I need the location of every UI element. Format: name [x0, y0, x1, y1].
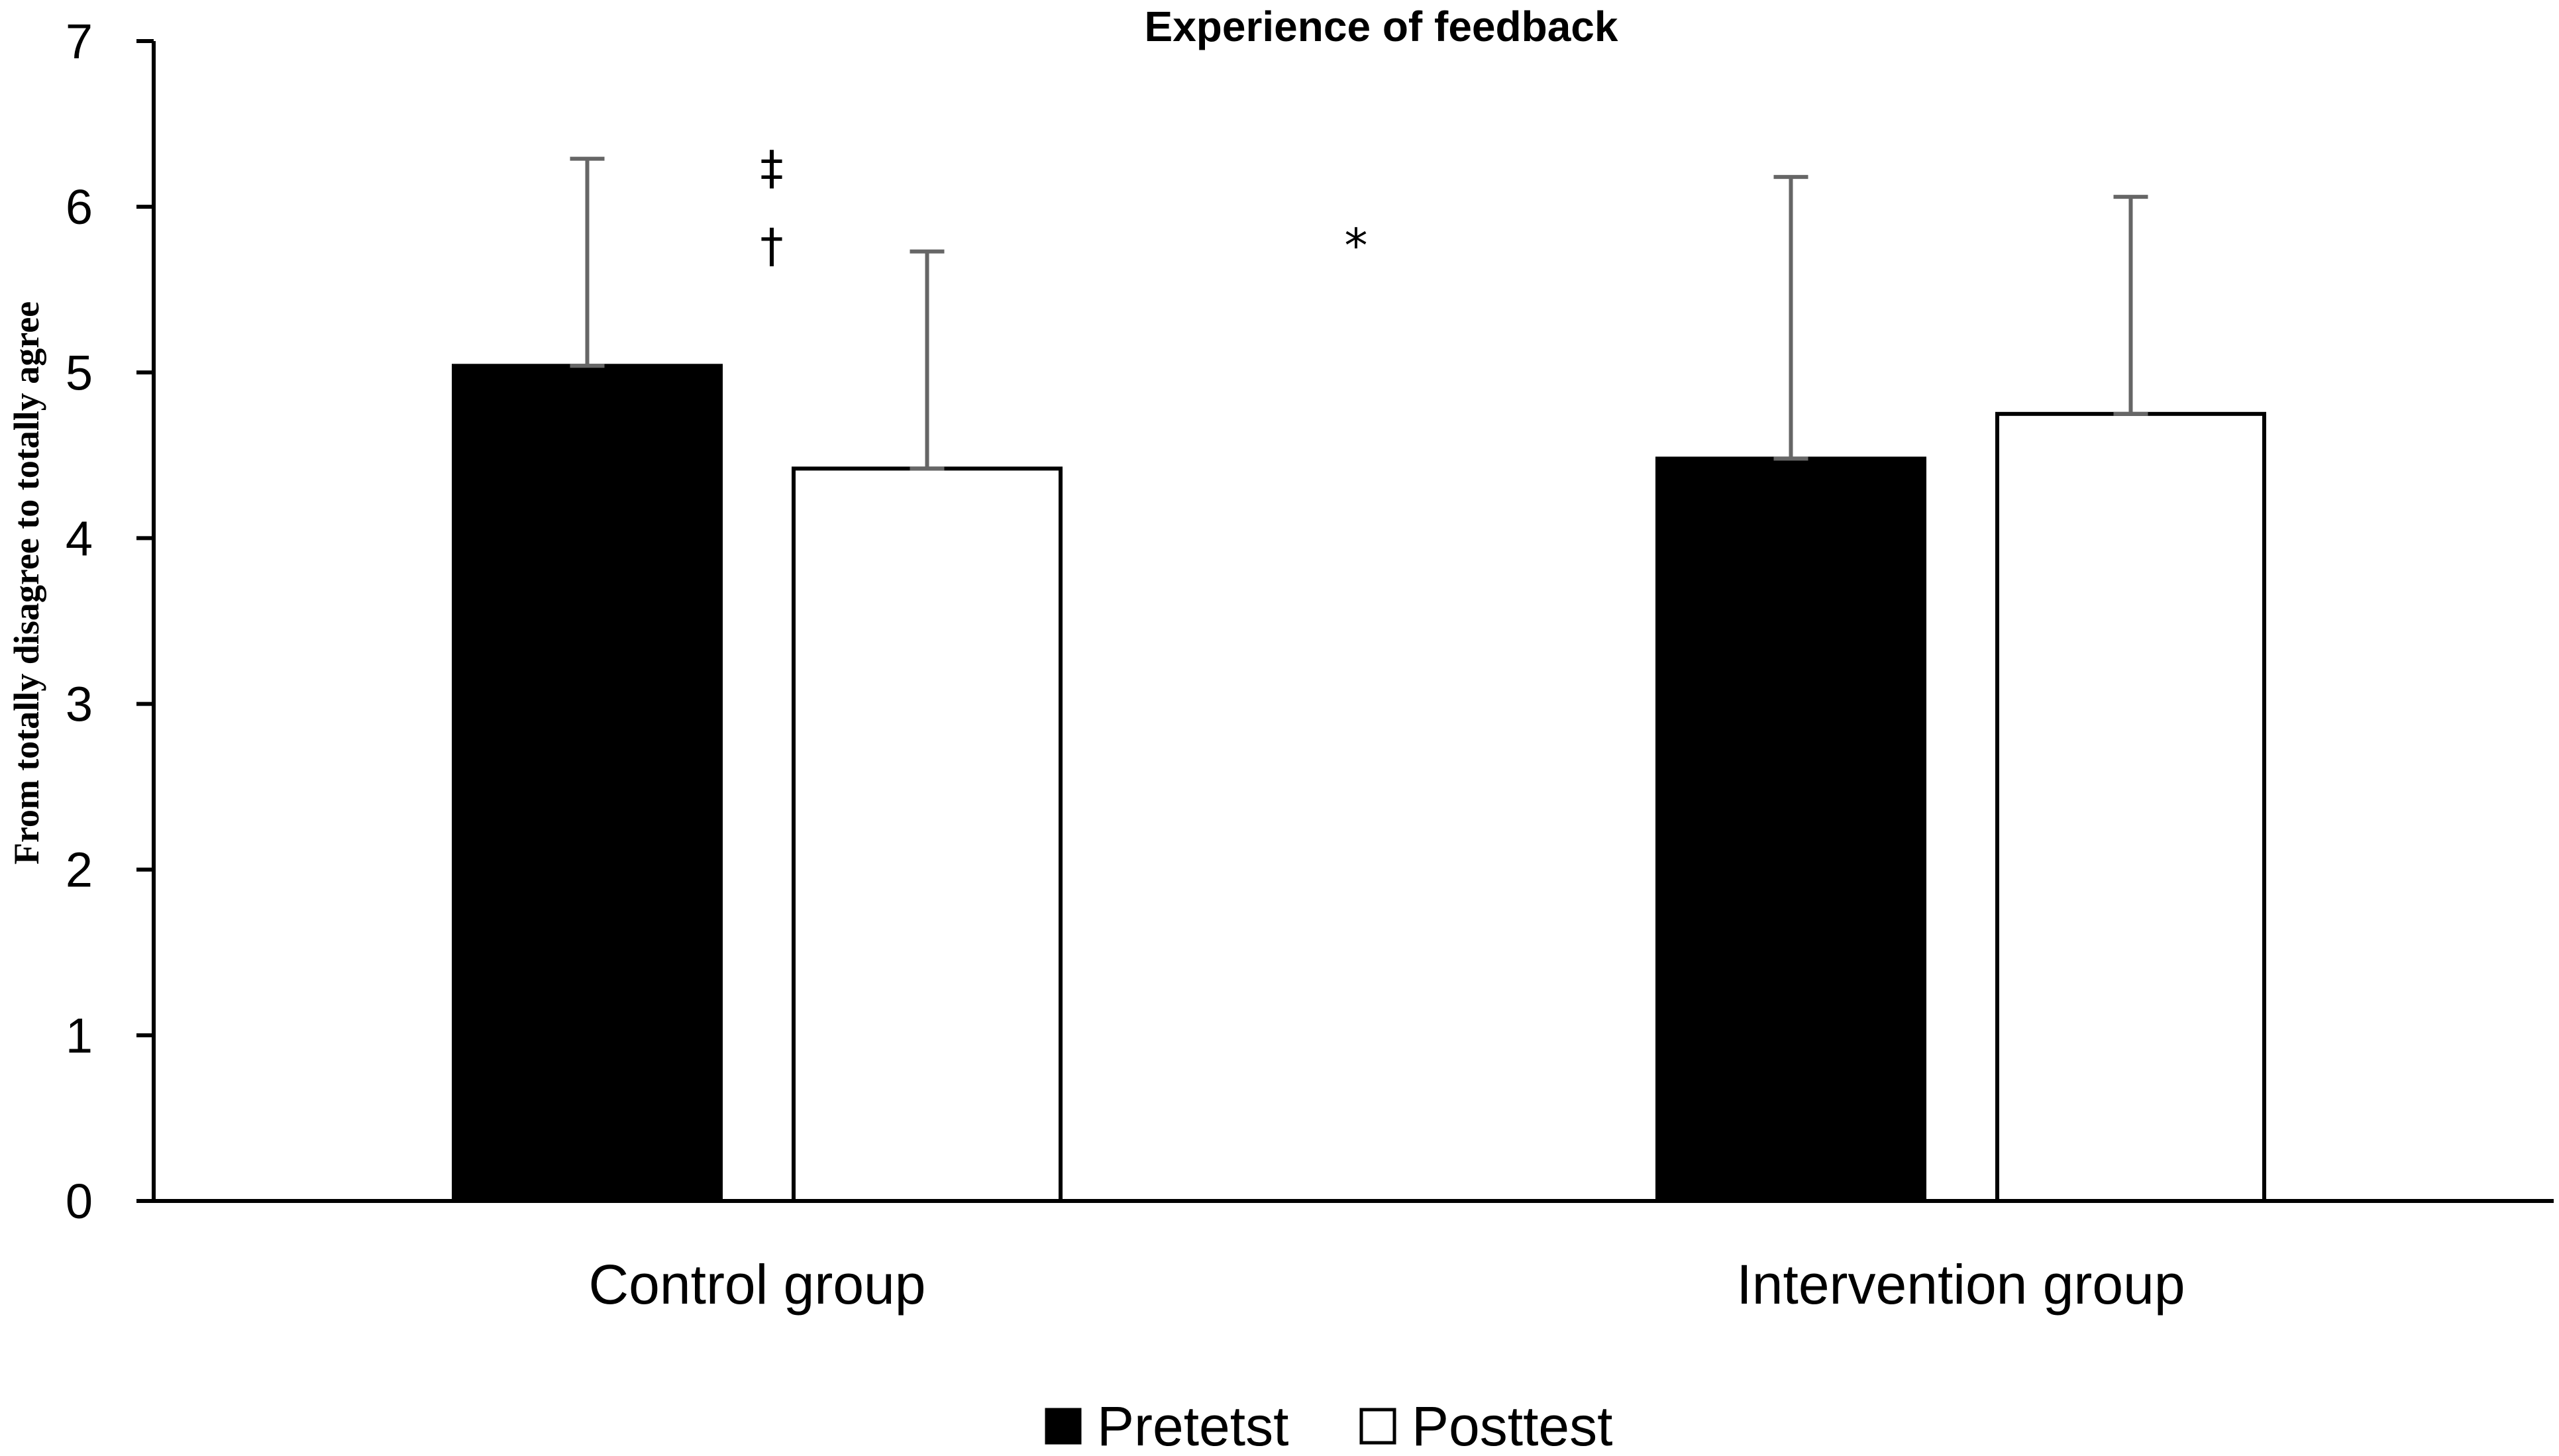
y-tick-label: 1	[66, 1008, 93, 1063]
chart-title: Experience of feedback	[1145, 3, 1618, 50]
bar-posttest-intervention	[1995, 411, 2266, 1203]
significance-marker: †	[760, 219, 784, 273]
legend-swatch-pretest	[1045, 1408, 1082, 1445]
legend-label: Posttest	[1412, 1395, 1612, 1456]
error-bars-layer	[570, 156, 2148, 471]
y-tick-label: 2	[66, 843, 93, 898]
y-tick-label: 4	[66, 511, 93, 566]
x-axis-categories: Control group Intervention group	[589, 1253, 2185, 1316]
bar-pretest-intervention	[1655, 456, 1926, 1203]
bar-posttest-control	[792, 466, 1063, 1204]
legend-swatch-posttest	[1359, 1408, 1396, 1445]
annotations-layer: ‡ † *	[760, 141, 1368, 274]
bars-layer	[452, 364, 2266, 1204]
y-axis-label: From totally disagree to totally agree	[7, 301, 46, 864]
significance-marker: ‡	[760, 141, 784, 195]
y-tick-label: 7	[66, 14, 93, 69]
legend: Pretetst Posttest	[1045, 1395, 1612, 1456]
bar-pretest-control	[452, 364, 723, 1203]
significance-marker: *	[1345, 219, 1368, 273]
y-tick-label: 6	[66, 180, 93, 234]
legend-label: Pretetst	[1097, 1395, 1288, 1456]
x-category-label: Intervention group	[1736, 1253, 2185, 1316]
y-tick-label: 3	[66, 677, 93, 732]
y-tick-label: 0	[66, 1174, 93, 1229]
x-category-label: Control group	[589, 1253, 926, 1316]
y-tick-label: 5	[66, 345, 93, 400]
y-axis-ticks: 0 1 2 3 4 5 6 7	[66, 14, 154, 1229]
